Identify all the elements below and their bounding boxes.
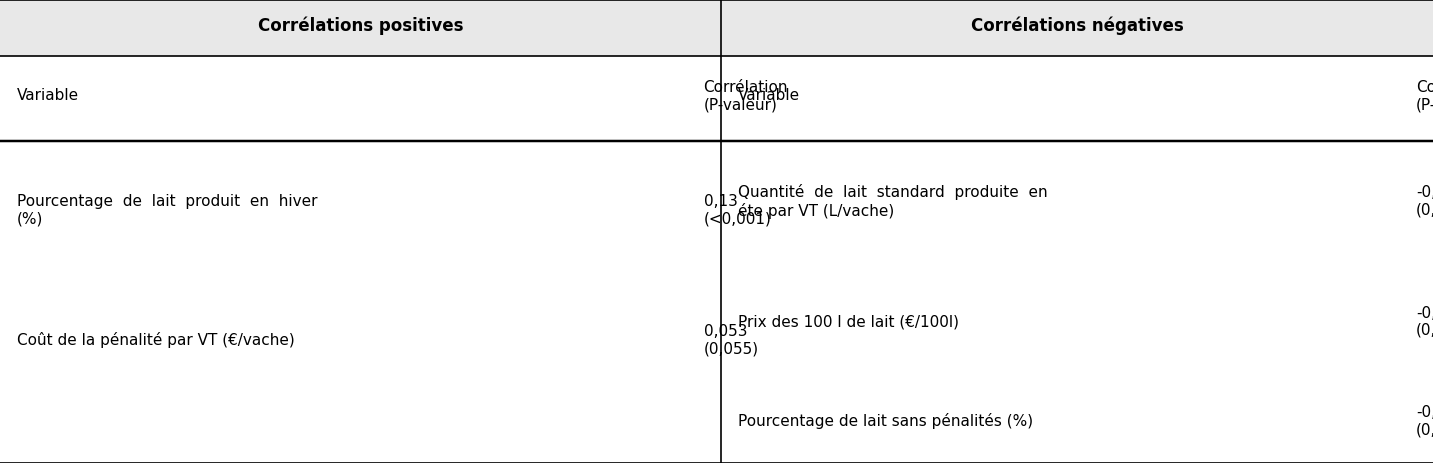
Text: Corrélations positives: Corrélations positives	[258, 16, 463, 35]
Text: Corrélations négatives: Corrélations négatives	[970, 16, 1184, 35]
Text: Variable: Variable	[17, 88, 79, 103]
Text: Corrélation
(P-valeur): Corrélation (P-valeur)	[1416, 80, 1433, 112]
Text: Coût de la pénalité par VT (€/vache): Coût de la pénalité par VT (€/vache)	[17, 332, 295, 348]
Text: Corrélation
(P-valeur): Corrélation (P-valeur)	[704, 80, 788, 112]
Text: -0,076
(0,0082): -0,076 (0,0082)	[1416, 185, 1433, 218]
Text: Pourcentage de lait sans pénalités (%): Pourcentage de lait sans pénalités (%)	[738, 413, 1033, 429]
Text: 0,13
(<0,001): 0,13 (<0,001)	[704, 194, 771, 227]
FancyBboxPatch shape	[0, 0, 721, 56]
Text: Quantité  de  lait  standard  produite  en
éte par VT (L/vache): Quantité de lait standard produite en ét…	[738, 184, 1048, 219]
Text: -0,065
(0,019): -0,065 (0,019)	[1416, 306, 1433, 338]
Text: -0,057
(0,037): -0,057 (0,037)	[1416, 405, 1433, 438]
FancyBboxPatch shape	[721, 0, 1433, 56]
Text: Pourcentage  de  lait  produit  en  hiver
(%): Pourcentage de lait produit en hiver (%)	[17, 194, 318, 227]
Text: 0,053
(0,055): 0,053 (0,055)	[704, 324, 758, 357]
Text: Variable: Variable	[738, 88, 800, 103]
Text: Prix des 100 l de lait (€/100l): Prix des 100 l de lait (€/100l)	[738, 314, 959, 329]
